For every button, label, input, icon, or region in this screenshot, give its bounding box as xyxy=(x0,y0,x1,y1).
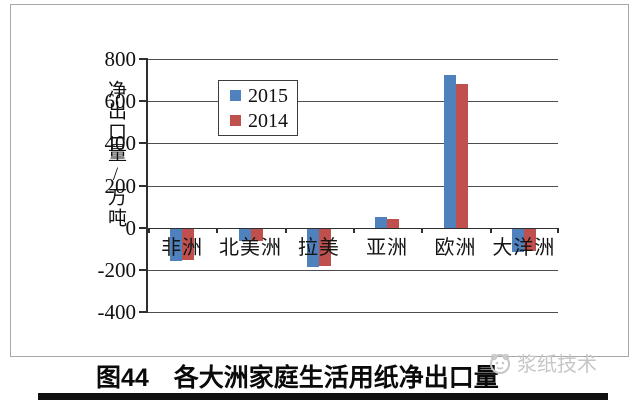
bar-2015-拉美 xyxy=(306,227,319,267)
bar-2014-北美洲 xyxy=(250,227,263,242)
bar-2014-非洲 xyxy=(182,227,195,261)
legend-label-2014: 2014 xyxy=(248,109,288,132)
y-tick-label-400: 400 xyxy=(104,131,137,156)
category-label-非洲: 非洲 xyxy=(161,236,204,259)
y-axis-line xyxy=(146,59,148,313)
y-axis-tick--400 xyxy=(139,311,148,313)
x-axis-tick-1 xyxy=(216,227,219,233)
x-axis-tick-2 xyxy=(284,227,287,233)
y-axis-tick-400 xyxy=(139,142,148,145)
y-axis-tick--200 xyxy=(139,268,148,271)
y-tick-label-600: 600 xyxy=(104,89,137,114)
bar-2015-欧洲 xyxy=(443,74,456,228)
gridline-600 xyxy=(148,101,558,103)
bar-2015-大洋洲 xyxy=(511,227,524,252)
gridline--200 xyxy=(148,269,558,271)
gridline-200 xyxy=(148,185,558,187)
watermark-text: 浆纸技术 xyxy=(517,354,597,376)
figure-caption: 图44 各大洲家庭生活用纸净出口量 xyxy=(96,364,499,392)
gridline--400 xyxy=(148,312,558,313)
y-axis-tick-labels: 800 600 400 200 0 -200 -400 xyxy=(58,47,142,324)
y-axis-tick-0 xyxy=(139,226,148,229)
bar-2015-非洲 xyxy=(170,227,183,262)
bottom-black-bar xyxy=(38,393,608,400)
category-label-欧洲: 欧洲 xyxy=(434,236,477,259)
category-label-北美洲: 北美洲 xyxy=(219,236,282,259)
watermark-logo-icon xyxy=(488,351,512,375)
x-axis-tick-4 xyxy=(421,227,424,233)
watermark: 浆纸技术 xyxy=(488,348,597,377)
x-axis-tick-0 xyxy=(148,227,150,233)
legend-item-2014: 2014 xyxy=(230,111,297,131)
y-tick-label-200: 200 xyxy=(104,173,137,198)
legend-swatch-2015-icon xyxy=(230,90,241,101)
category-label-亚洲: 亚洲 xyxy=(366,236,409,259)
bar-2015-北美洲 xyxy=(238,227,251,242)
gridline-400 xyxy=(148,143,558,145)
legend: 2015 2014 xyxy=(218,80,298,136)
y-axis-tick-200 xyxy=(139,184,148,187)
y-axis-tick-600 xyxy=(139,100,148,103)
x-axis-tick-3 xyxy=(353,227,355,233)
legend-label-2015: 2015 xyxy=(248,84,288,107)
y-axis-tick-800 xyxy=(139,58,148,60)
bar-2015-亚洲 xyxy=(375,217,388,228)
category-label-拉美: 拉美 xyxy=(297,236,340,259)
legend-swatch-2014-icon xyxy=(230,115,241,126)
category-label-大洋洲: 大洋洲 xyxy=(492,236,556,259)
bar-2014-拉美 xyxy=(318,227,331,266)
plot-area: 非洲 北美洲 拉美 亚洲 欧洲 大洋洲 xyxy=(139,58,559,313)
x-axis-tick-6 xyxy=(557,227,559,233)
bar-2014-亚洲 xyxy=(387,219,400,228)
legend-item-2015: 2015 xyxy=(230,86,297,106)
gridline-800 xyxy=(148,59,558,60)
bar-2014-大洋洲 xyxy=(523,227,536,251)
y-tick-label--200: -200 xyxy=(97,257,137,282)
bar-2014-欧洲 xyxy=(455,84,468,228)
x-axis-tick-5 xyxy=(489,227,492,233)
chart-frame xyxy=(10,4,629,357)
y-tick-label--400: -400 xyxy=(97,300,137,324)
y-tick-label-800: 800 xyxy=(104,47,137,71)
y-tick-label-0: 0 xyxy=(125,215,137,240)
y-axis-title: 净出口量/万吨 xyxy=(105,80,126,229)
